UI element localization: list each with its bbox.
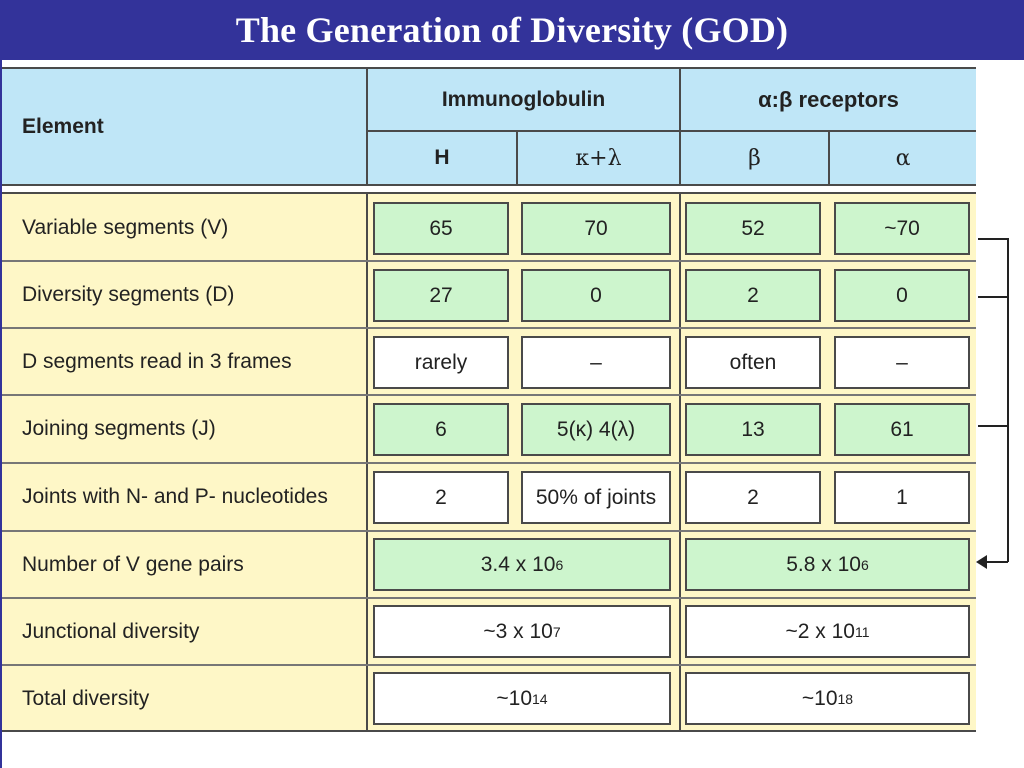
- cell-np-alpha: 1: [834, 471, 970, 524]
- cell-d-beta: 2: [685, 269, 821, 322]
- row-label-d-frames: D segments read in 3 frames: [22, 349, 292, 373]
- header-receptors: α:β receptors: [758, 86, 899, 112]
- header-immunoglobulin: Immunoglobulin: [441, 87, 606, 111]
- cell-np-beta: 2: [685, 471, 821, 524]
- row-label-diversity-segments: Diversity segments (D): [22, 282, 235, 306]
- cell-total-ig: ~10 14: [373, 672, 671, 725]
- row-divider: [2, 462, 976, 464]
- header-beta: β: [748, 145, 761, 171]
- row-divider: [2, 394, 976, 396]
- row-label-variable-segments: Variable segments (V): [22, 215, 229, 239]
- cell-frames-beta: often: [685, 336, 821, 389]
- divider: [828, 132, 830, 184]
- cell-np-h: 2: [373, 471, 509, 524]
- bracket-tick: [978, 296, 1008, 298]
- divider: [366, 130, 976, 132]
- cell-frames-h: rarely: [373, 336, 509, 389]
- row-divider: [2, 597, 976, 599]
- cell-junctional-ig: ~3 x 10 7: [373, 605, 671, 658]
- page-title: The Generation of Diversity (GOD): [235, 10, 789, 50]
- cell-j-h: 6: [373, 403, 509, 456]
- cell-total-tcr: ~10 18: [685, 672, 970, 725]
- row-label-junctional-diversity: Junctional diversity: [22, 619, 200, 643]
- header-element: Element: [22, 114, 104, 138]
- row-label-joints-np: Joints with N- and P- nucleotides: [22, 484, 328, 508]
- cell-v-beta: 52: [685, 202, 821, 255]
- bracket-tick: [986, 561, 1008, 563]
- value-base: ~2 x 10: [785, 619, 855, 643]
- bracket-tick: [978, 425, 1008, 427]
- cell-pairs-tcr: 5.8 x 10 6: [685, 538, 970, 591]
- cell-np-kl: 50% of joints: [521, 471, 671, 524]
- row-divider: [2, 664, 976, 666]
- row-divider: [2, 530, 976, 532]
- cell-d-alpha: 0: [834, 269, 970, 322]
- value-base: ~3 x 10: [483, 619, 553, 643]
- cell-junctional-tcr: ~2 x 10 11: [685, 605, 970, 658]
- header-alpha: α: [895, 145, 911, 171]
- value-base: ~10: [801, 686, 838, 710]
- value-base: 5.8 x 10: [786, 552, 861, 576]
- table-body: Variable segments (V) 65 70 52 ~70 Diver…: [2, 192, 976, 732]
- cell-d-kl: 0: [521, 269, 671, 322]
- cell-d-h: 27: [373, 269, 509, 322]
- header-kappa-lambda: κ+λ: [575, 145, 622, 171]
- row-divider: [2, 730, 976, 732]
- header-h: H: [434, 146, 450, 169]
- divider: [366, 69, 368, 184]
- arrow-head-icon: [976, 555, 987, 569]
- row-label-v-gene-pairs: Number of V gene pairs: [22, 552, 244, 576]
- row-divider: [2, 327, 976, 329]
- row-divider: [2, 260, 976, 262]
- bracket-tick: [978, 238, 1008, 240]
- row-label-joining-segments: Joining segments (J): [22, 416, 216, 440]
- cell-j-kl: 5(κ) 4(λ): [521, 403, 671, 456]
- bracket-vertical: [1007, 238, 1009, 562]
- divider: [516, 132, 518, 184]
- cell-v-alpha: ~70: [834, 202, 970, 255]
- row-label-total-diversity: Total diversity: [22, 686, 150, 710]
- cell-v-kl: 70: [521, 202, 671, 255]
- cell-j-alpha: 61: [834, 403, 970, 456]
- cell-frames-kl: –: [521, 336, 671, 389]
- cell-j-beta: 13: [685, 403, 821, 456]
- table-header: Element Immunoglobulin α:β receptors H κ…: [2, 67, 976, 186]
- cell-frames-alpha: –: [834, 336, 970, 389]
- cell-v-h: 65: [373, 202, 509, 255]
- divider: [679, 69, 681, 184]
- value-base: ~10: [496, 686, 533, 710]
- left-rule: [0, 60, 2, 768]
- cell-pairs-ig: 3.4 x 10 6: [373, 538, 671, 591]
- title-bar: The Generation of Diversity (GOD): [0, 0, 1024, 60]
- value-base: 3.4 x 10: [480, 552, 556, 576]
